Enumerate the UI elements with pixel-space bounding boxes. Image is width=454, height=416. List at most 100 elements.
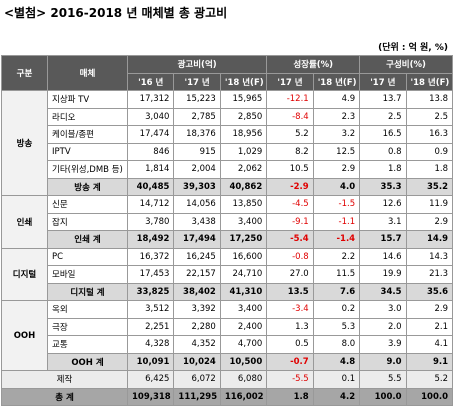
value-cell: -5.4 <box>266 230 314 249</box>
media-cell: 모바일 <box>47 265 128 284</box>
value-cell: 100.0 <box>405 387 454 406</box>
value-cell: 2,004 <box>173 160 221 179</box>
ad-spend-table: 구분 매체 광고비(억) 성장률(%) 구성비(%) '16 년 '17 년 '18 년(F)… <box>1 55 454 406</box>
value-cell: 12.5 <box>312 142 361 161</box>
value-cell: 16,372 <box>126 247 175 266</box>
value-cell: 16,600 <box>219 247 268 266</box>
subtotal-row: 인쇄 계 18,492 17,494 17,250 -5.4 -1.4 15.7 14.9 <box>2 230 454 249</box>
value-cell: 1.8 <box>405 160 454 179</box>
value-cell: -2.9 <box>266 177 314 196</box>
value-cell: -1.1 <box>312 212 361 231</box>
value-cell: 19.9 <box>359 265 407 284</box>
value-cell: 15,223 <box>173 90 221 109</box>
data-row: 극장 2,251 2,280 2,400 1.3 5.3 2.0 2.1 <box>2 317 454 336</box>
value-cell: -1.5 <box>312 195 361 214</box>
value-cell: 2.9 <box>405 300 454 319</box>
subtotal-row: 디지털 계 33,825 38,402 41,310 13.5 7.6 34.5 35.6 <box>2 282 454 301</box>
media-cell: 제작 <box>1 370 128 389</box>
value-cell: -4.5 <box>266 195 314 214</box>
value-cell: 41,310 <box>219 282 268 301</box>
value-cell: 11.9 <box>405 195 454 214</box>
value-cell: 7.6 <box>312 282 361 301</box>
media-cell: 옥외 <box>47 300 128 319</box>
value-cell: 2.5 <box>359 107 407 126</box>
value-cell: 14.3 <box>405 247 454 266</box>
value-cell: 15,965 <box>219 90 268 109</box>
value-cell: -12.1 <box>266 90 314 109</box>
header-cell: '16 년 <box>126 72 175 91</box>
value-cell: 18,956 <box>219 125 268 144</box>
value-cell: 16.5 <box>359 125 407 144</box>
value-cell: 0.2 <box>312 300 361 319</box>
value-cell: 2,400 <box>219 317 268 336</box>
value-cell: 3.2 <box>312 125 361 144</box>
header-cell: '17 년 <box>173 72 221 91</box>
value-cell: 35.6 <box>405 282 454 301</box>
header-cell: '18 년(F) <box>405 72 454 91</box>
value-cell: 17,312 <box>126 90 175 109</box>
value-cell: 2,850 <box>219 107 268 126</box>
value-cell: 3,392 <box>173 300 221 319</box>
value-cell: 15.7 <box>359 230 407 249</box>
value-cell: -1.4 <box>312 230 361 249</box>
header-cell: '17 년 <box>266 72 314 91</box>
media-cell: 인쇄 계 <box>47 230 128 249</box>
value-cell: 3,512 <box>126 300 175 319</box>
value-cell: 109,318 <box>126 387 175 406</box>
value-cell: 0.1 <box>312 370 361 389</box>
value-cell: 10,500 <box>219 352 268 371</box>
group-cell: 인쇄 <box>1 195 48 249</box>
value-cell: 21.3 <box>405 265 454 284</box>
header-cell: 광고비(억) <box>126 55 268 74</box>
value-cell: 14,056 <box>173 195 221 214</box>
value-cell: 6,425 <box>126 370 175 389</box>
media-cell: 총 계 <box>1 387 128 406</box>
value-cell: 34.5 <box>359 282 407 301</box>
data-row: OOH 옥외 3,512 3,392 3,400 -3.4 0.2 3.0 2.9 <box>1 300 454 371</box>
media-cell: 교통 <box>47 335 128 354</box>
value-cell: 2.2 <box>312 247 361 266</box>
media-cell: 케이블/종편 <box>47 125 128 144</box>
value-cell: 1.8 <box>359 160 407 179</box>
value-cell: -9.1 <box>266 212 314 231</box>
value-cell: 1.8 <box>266 387 314 406</box>
data-row: 기타(위성,DMB 등) 1,814 2,004 2,062 10.5 2.9 1.8 1.8 <box>2 160 454 179</box>
value-cell: 10,024 <box>173 352 221 371</box>
value-cell: 16,245 <box>173 247 221 266</box>
value-cell: 14.9 <box>405 230 454 249</box>
value-cell: 915 <box>173 142 221 161</box>
subtotal-row: OOH 계 10,091 10,024 10,500 -0.7 4.8 9.0 9.1 <box>2 352 454 371</box>
value-cell: 5.2 <box>405 370 454 389</box>
media-cell: PC <box>47 247 128 266</box>
data-row: IPTV 846 915 1,029 8.2 12.5 0.8 0.9 <box>2 142 454 161</box>
media-cell: 잡지 <box>47 212 128 231</box>
data-row: 모바일 17,453 22,157 24,710 27.0 11.5 19.9 21.3 <box>2 265 454 284</box>
value-cell: -0.8 <box>266 247 314 266</box>
value-cell: 38,402 <box>173 282 221 301</box>
value-cell: 16.3 <box>405 125 454 144</box>
value-cell: 4,328 <box>126 335 175 354</box>
header-cell: '17 년 <box>359 72 407 91</box>
value-cell: 17,453 <box>126 265 175 284</box>
data-row: 방송 지상파 TV 17,312 15,223 15,965 -12.1 4.9 13.7 13… <box>1 90 454 196</box>
value-cell: 2.0 <box>359 317 407 336</box>
value-cell: 14.6 <box>359 247 407 266</box>
media-cell: 지상파 TV <box>47 90 128 109</box>
data-row: 인쇄 신문 14,712 14,056 13,850 -4.5 -1.5 12.6 11.9 <box>1 195 454 249</box>
group-cell: OOH <box>1 300 48 371</box>
media-cell: 극장 <box>47 317 128 336</box>
value-cell: 11.5 <box>312 265 361 284</box>
value-cell: 18,492 <box>126 230 175 249</box>
value-cell: 4.0 <box>312 177 361 196</box>
media-cell: OOH 계 <box>47 352 128 371</box>
value-cell: 2.5 <box>405 107 454 126</box>
value-cell: 10.5 <box>266 160 314 179</box>
value-cell: 2.9 <box>312 160 361 179</box>
data-row: 디지털 PC 16,372 16,245 16,600 -0.8 2.2 14.6 14.3 <box>1 247 454 301</box>
value-cell: 5.5 <box>359 370 407 389</box>
value-cell: 2,062 <box>219 160 268 179</box>
unit-note: (단위 : 억 원, %) <box>378 43 448 53</box>
data-row: 라디오 3,040 2,785 2,850 -8.4 2.3 2.5 2.5 <box>2 107 454 126</box>
value-cell: 3,438 <box>173 212 221 231</box>
value-cell: 3.0 <box>359 300 407 319</box>
